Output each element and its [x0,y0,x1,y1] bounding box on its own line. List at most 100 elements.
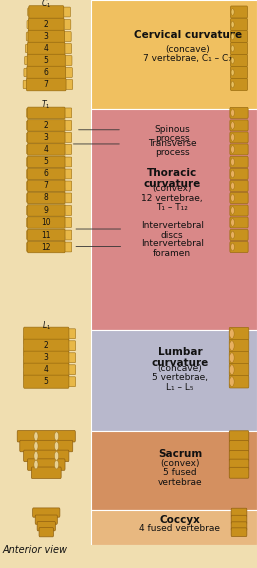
Circle shape [34,452,38,460]
FancyBboxPatch shape [62,68,72,77]
Circle shape [34,432,38,441]
Circle shape [34,442,38,450]
FancyBboxPatch shape [28,39,65,47]
FancyBboxPatch shape [59,377,67,386]
FancyBboxPatch shape [26,121,35,130]
FancyBboxPatch shape [27,225,65,232]
FancyBboxPatch shape [29,6,64,18]
FancyBboxPatch shape [27,180,65,191]
FancyBboxPatch shape [26,206,35,215]
FancyBboxPatch shape [28,42,65,55]
FancyBboxPatch shape [27,164,65,172]
FancyBboxPatch shape [66,341,76,350]
Text: 5 fused: 5 fused [163,468,197,477]
FancyBboxPatch shape [57,133,66,142]
FancyBboxPatch shape [57,170,66,178]
Text: Spinous: Spinous [154,126,190,134]
FancyBboxPatch shape [230,193,248,203]
FancyBboxPatch shape [24,375,69,389]
FancyBboxPatch shape [57,206,66,215]
FancyBboxPatch shape [27,459,65,470]
FancyBboxPatch shape [57,243,66,252]
FancyBboxPatch shape [57,182,66,190]
Circle shape [231,57,234,64]
Text: T₁ – T₁₂: T₁ – T₁₂ [156,203,188,212]
FancyBboxPatch shape [66,365,76,375]
Circle shape [231,231,234,239]
FancyBboxPatch shape [229,375,249,388]
Circle shape [231,34,234,40]
Bar [91,0,257,109]
FancyBboxPatch shape [17,431,75,442]
Circle shape [231,122,234,130]
Text: (convex): (convex) [160,459,200,468]
FancyBboxPatch shape [230,157,248,168]
FancyBboxPatch shape [27,115,65,123]
Circle shape [231,21,234,28]
FancyBboxPatch shape [27,241,65,253]
FancyBboxPatch shape [229,364,249,376]
FancyBboxPatch shape [229,340,249,352]
FancyBboxPatch shape [229,431,249,442]
Circle shape [54,452,59,460]
FancyBboxPatch shape [59,56,68,65]
FancyBboxPatch shape [27,204,65,216]
Circle shape [54,432,59,441]
FancyBboxPatch shape [28,30,65,43]
Circle shape [230,353,234,362]
FancyBboxPatch shape [231,522,247,531]
FancyBboxPatch shape [25,341,34,350]
FancyBboxPatch shape [230,120,248,131]
FancyBboxPatch shape [24,351,69,364]
FancyBboxPatch shape [23,348,69,356]
Text: 3: 3 [44,32,49,41]
FancyBboxPatch shape [27,140,65,147]
FancyBboxPatch shape [62,218,72,227]
FancyBboxPatch shape [26,157,35,166]
FancyBboxPatch shape [57,157,66,166]
FancyBboxPatch shape [62,206,72,215]
Text: 4 fused vertebrae: 4 fused vertebrae [139,524,221,533]
Circle shape [231,109,234,116]
Circle shape [231,45,234,52]
FancyBboxPatch shape [27,55,65,67]
FancyBboxPatch shape [25,377,34,386]
FancyBboxPatch shape [57,121,66,130]
FancyBboxPatch shape [231,528,247,537]
FancyBboxPatch shape [229,450,249,461]
FancyBboxPatch shape [230,229,248,240]
Circle shape [231,243,234,251]
FancyBboxPatch shape [27,66,66,79]
FancyBboxPatch shape [27,128,65,135]
Text: 6: 6 [44,169,49,178]
FancyBboxPatch shape [27,168,65,179]
Circle shape [54,460,59,469]
FancyBboxPatch shape [231,55,247,66]
Circle shape [231,145,234,153]
FancyBboxPatch shape [27,217,65,228]
FancyBboxPatch shape [62,132,72,143]
Bar [91,431,257,510]
FancyBboxPatch shape [29,14,64,22]
FancyBboxPatch shape [58,32,66,41]
Text: curvature: curvature [144,179,201,189]
FancyBboxPatch shape [59,365,67,374]
Circle shape [54,442,59,450]
FancyBboxPatch shape [62,44,71,53]
Text: 3: 3 [44,133,49,142]
FancyBboxPatch shape [27,120,65,131]
FancyBboxPatch shape [27,237,65,245]
Text: foramen: foramen [153,249,191,257]
FancyBboxPatch shape [27,75,66,82]
FancyBboxPatch shape [26,170,35,178]
FancyBboxPatch shape [62,108,72,118]
FancyBboxPatch shape [23,372,69,379]
FancyBboxPatch shape [26,108,35,117]
Text: 12: 12 [42,243,51,252]
Text: (convex): (convex) [152,184,192,193]
FancyBboxPatch shape [20,440,73,452]
FancyBboxPatch shape [27,152,65,160]
FancyBboxPatch shape [231,43,247,55]
FancyBboxPatch shape [57,194,66,202]
Text: Thoracic: Thoracic [147,168,197,178]
